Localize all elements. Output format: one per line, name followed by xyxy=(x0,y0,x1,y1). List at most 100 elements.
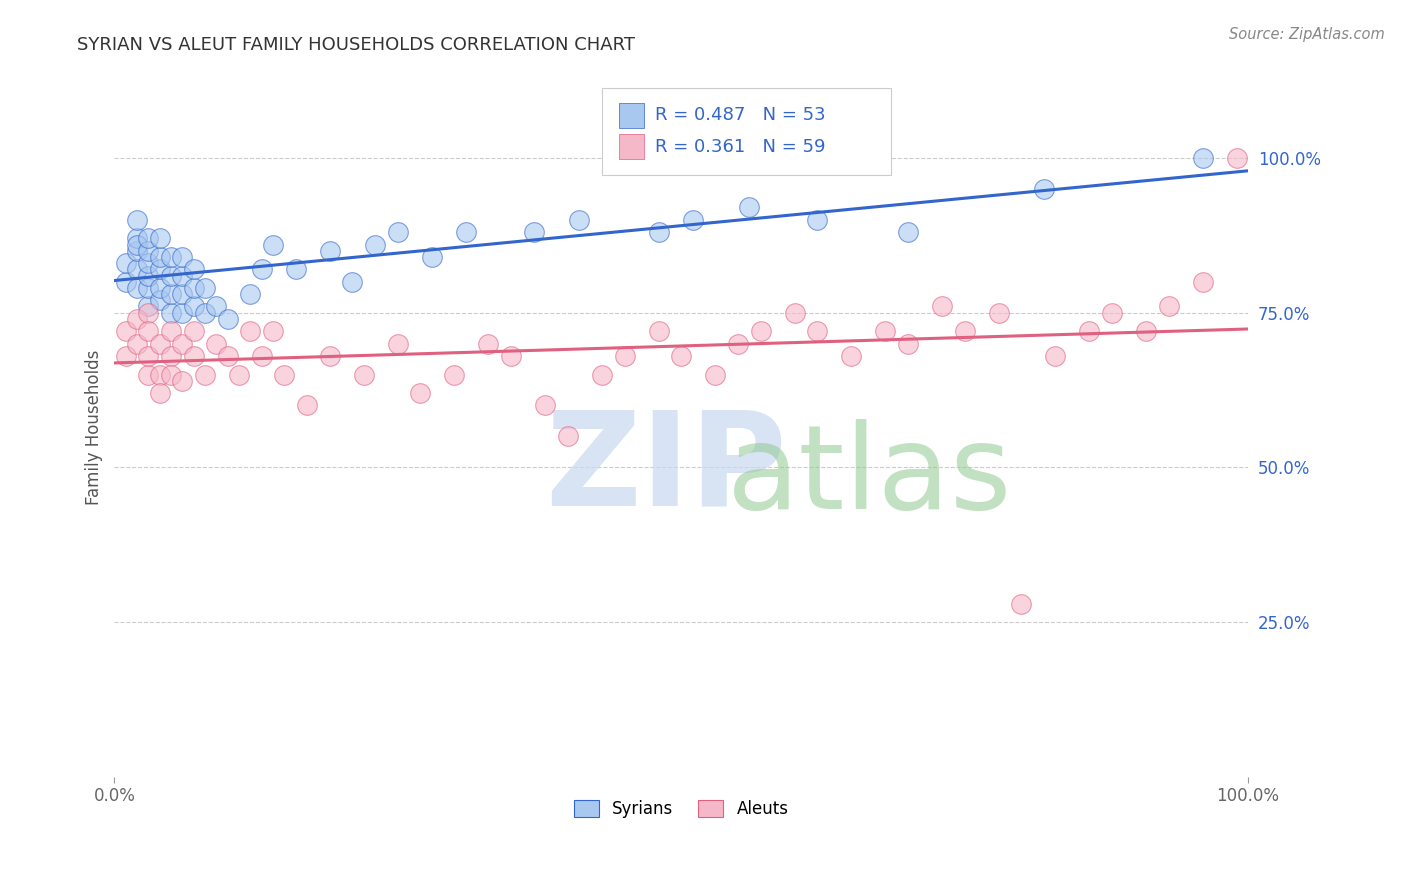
Point xyxy=(501,349,523,363)
Point xyxy=(409,386,432,401)
Point xyxy=(149,250,172,264)
Point xyxy=(1135,324,1157,338)
Point xyxy=(205,336,228,351)
Point xyxy=(669,349,692,363)
Point xyxy=(557,429,579,443)
Point xyxy=(1157,300,1180,314)
Point xyxy=(172,336,194,351)
Legend: Syrians, Aleuts: Syrians, Aleuts xyxy=(567,793,796,824)
Point xyxy=(194,281,217,295)
Point xyxy=(149,293,172,308)
Point xyxy=(138,244,160,258)
Point xyxy=(160,250,183,264)
Point xyxy=(1045,349,1067,363)
Point xyxy=(160,349,183,363)
Point xyxy=(682,212,704,227)
Point xyxy=(160,305,183,319)
Point xyxy=(875,324,897,338)
Point xyxy=(138,256,160,270)
Point xyxy=(749,324,772,338)
Text: R = 0.361   N = 59: R = 0.361 N = 59 xyxy=(655,137,825,156)
Point xyxy=(897,225,920,239)
Point xyxy=(342,275,364,289)
Point xyxy=(1078,324,1101,338)
Point xyxy=(477,336,499,351)
FancyBboxPatch shape xyxy=(619,103,644,128)
Point xyxy=(1032,182,1054,196)
Point xyxy=(1226,151,1249,165)
FancyBboxPatch shape xyxy=(602,88,891,176)
Point xyxy=(262,324,284,338)
Point xyxy=(647,324,669,338)
Point xyxy=(319,244,342,258)
Point xyxy=(183,349,205,363)
Point xyxy=(1101,305,1123,319)
Point xyxy=(160,287,183,301)
Point xyxy=(523,225,546,239)
Point xyxy=(183,262,205,277)
Point xyxy=(114,349,136,363)
Point xyxy=(262,237,284,252)
Point xyxy=(125,311,148,326)
Point xyxy=(387,225,409,239)
Point xyxy=(172,250,194,264)
Point xyxy=(568,212,591,227)
Point xyxy=(160,324,183,338)
Point xyxy=(138,281,160,295)
Point xyxy=(138,268,160,283)
Text: R = 0.487   N = 53: R = 0.487 N = 53 xyxy=(655,106,825,124)
Point xyxy=(183,324,205,338)
Point xyxy=(353,368,375,382)
Point xyxy=(534,399,557,413)
Point xyxy=(114,256,136,270)
Point xyxy=(931,300,953,314)
Point xyxy=(1191,151,1213,165)
Point xyxy=(783,305,806,319)
Point xyxy=(647,225,669,239)
Point xyxy=(953,324,976,338)
Point xyxy=(149,336,172,351)
Point xyxy=(194,305,217,319)
Point xyxy=(172,374,194,388)
Point xyxy=(738,201,761,215)
Point xyxy=(284,262,307,277)
Point xyxy=(149,231,172,245)
Point xyxy=(183,281,205,295)
Point xyxy=(591,368,613,382)
Point xyxy=(217,349,239,363)
Point xyxy=(138,305,160,319)
Point xyxy=(125,212,148,227)
Point xyxy=(319,349,342,363)
Point xyxy=(149,281,172,295)
Point xyxy=(704,368,727,382)
Point xyxy=(138,349,160,363)
Point xyxy=(613,349,636,363)
Point xyxy=(1010,597,1032,611)
Point xyxy=(160,368,183,382)
Point xyxy=(125,244,148,258)
Point xyxy=(454,225,477,239)
Point xyxy=(239,287,262,301)
Point xyxy=(806,212,828,227)
Point xyxy=(217,311,239,326)
Point xyxy=(443,368,465,382)
Text: Source: ZipAtlas.com: Source: ZipAtlas.com xyxy=(1229,27,1385,42)
Y-axis label: Family Households: Family Households xyxy=(86,350,103,505)
Point xyxy=(273,368,295,382)
Text: ZIP: ZIP xyxy=(546,406,787,533)
Point xyxy=(250,262,273,277)
Point xyxy=(250,349,273,363)
Point xyxy=(149,262,172,277)
Point xyxy=(194,368,217,382)
Point xyxy=(172,287,194,301)
Point xyxy=(125,281,148,295)
Point xyxy=(987,305,1010,319)
Point xyxy=(149,386,172,401)
Point xyxy=(138,300,160,314)
Point xyxy=(1191,275,1213,289)
Point xyxy=(239,324,262,338)
Point xyxy=(364,237,387,252)
Point xyxy=(183,300,205,314)
Text: SYRIAN VS ALEUT FAMILY HOUSEHOLDS CORRELATION CHART: SYRIAN VS ALEUT FAMILY HOUSEHOLDS CORREL… xyxy=(77,36,636,54)
Point xyxy=(160,268,183,283)
